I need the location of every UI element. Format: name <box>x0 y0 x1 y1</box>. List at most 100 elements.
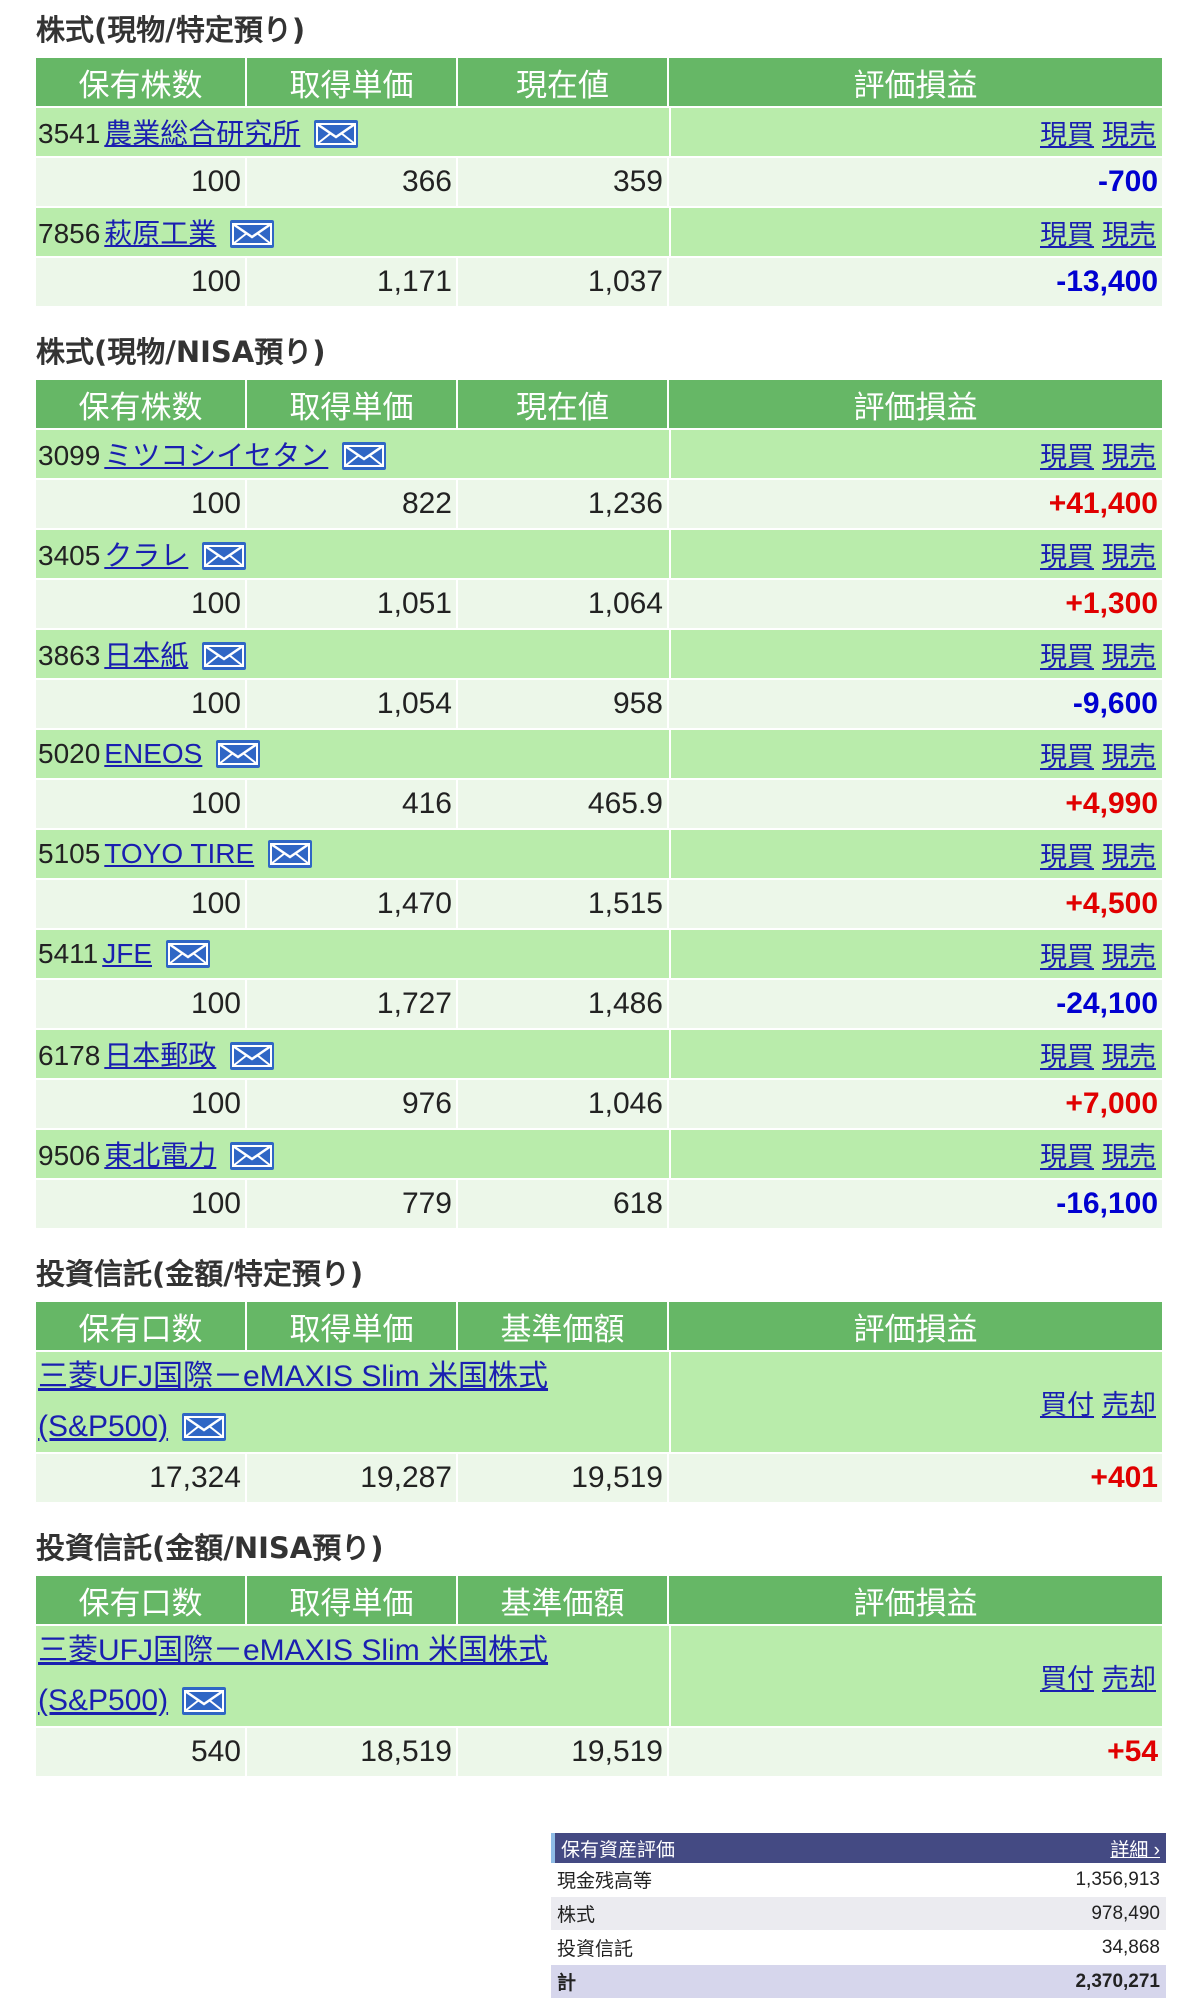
column-header: 保有口数 <box>36 1302 247 1350</box>
summary-row-stocks: 株式 978,490 <box>551 1897 1166 1931</box>
security-name-row: 三菱UFJ国際－eMAXIS Slim 米国株式(S&P500) 買付 売却 <box>36 1350 1162 1452</box>
column-header: 評価損益 <box>669 1302 1162 1350</box>
sell-link[interactable]: 現売 <box>1102 641 1156 672</box>
asset-detail-link[interactable]: 詳細 › <box>1110 1839 1160 1861</box>
security-values-row: 100 976 1,046 +7,000 <box>36 1078 1162 1128</box>
cost-cell: 1,171 <box>247 256 458 306</box>
security-name-link[interactable]: クラレ <box>104 540 189 571</box>
profit-loss-cell: -16,100 <box>669 1178 1162 1228</box>
buy-link[interactable]: 現買 <box>1040 541 1094 572</box>
sell-link[interactable]: 現売 <box>1102 1141 1156 1172</box>
summary-value: 34,868 <box>1101 1936 1160 1958</box>
mail-icon[interactable] <box>230 219 275 248</box>
mail-icon[interactable] <box>342 441 387 470</box>
buy-link[interactable]: 現買 <box>1040 441 1094 472</box>
profit-loss-cell: +54 <box>669 1726 1162 1776</box>
security-name-row: 三菱UFJ国際－eMAXIS Slim 米国株式(S&P500) 買付 売却 <box>36 1624 1162 1726</box>
holdings-table: 保有株数 取得単価 現在値 評価損益 3541 農業総合研究所 現買 現売 100 366 359-… <box>36 58 1162 306</box>
mail-icon[interactable] <box>230 1041 275 1070</box>
buy-link[interactable]: 現買 <box>1040 741 1094 772</box>
summary-value: 978,490 <box>1091 1902 1160 1924</box>
security-name-link[interactable]: JFE <box>102 938 152 969</box>
mail-icon[interactable] <box>166 939 210 968</box>
security-name-link[interactable]: TOYO TIRE <box>104 838 255 869</box>
cost-cell: 416 <box>247 778 458 828</box>
security-name-link[interactable]: 日本紙 <box>104 640 189 671</box>
mail-icon[interactable] <box>230 1141 275 1170</box>
sell-link[interactable]: 現売 <box>1102 119 1156 150</box>
security-name-cell: 三菱UFJ国際－eMAXIS Slim 米国株式(S&P500) <box>36 1624 669 1726</box>
mail-icon[interactable] <box>202 541 247 570</box>
buy-link[interactable]: 現買 <box>1040 641 1094 672</box>
security-name-link[interactable]: ENEOS <box>104 738 203 769</box>
security-code: 5105 <box>38 838 101 869</box>
quantity-cell: 17,324 <box>36 1452 247 1502</box>
quantity-cell: 100 <box>36 256 247 306</box>
sell-link[interactable]: 現売 <box>1102 841 1156 872</box>
price-cell: 1,236 <box>458 478 669 528</box>
column-header: 保有口数 <box>36 1576 247 1624</box>
security-name-link[interactable]: 日本郵政 <box>104 1040 217 1071</box>
price-cell: 618 <box>458 1178 669 1228</box>
security-values-row: 17,324 19,287 19,519 +401 <box>36 1452 1162 1502</box>
price-cell: 1,046 <box>458 1078 669 1128</box>
trade-actions: 現買 現売 <box>669 528 1162 578</box>
cost-cell: 1,054 <box>247 678 458 728</box>
buy-link[interactable]: 現買 <box>1040 1041 1094 1072</box>
buy-link[interactable]: 現買 <box>1040 1141 1094 1172</box>
sell-link[interactable]: 売却 <box>1102 1389 1156 1420</box>
trade-actions: 現買 現売 <box>669 1028 1162 1078</box>
fund-name-link[interactable]: 三菱UFJ国際－eMAXIS Slim 米国株式(S&P500) <box>38 1360 549 1443</box>
table-header-row: 保有口数 取得単価 基準価額 評価損益 <box>36 1302 1162 1350</box>
security-name-link[interactable]: ミツコシイセタン <box>104 440 329 471</box>
sell-link[interactable]: 現売 <box>1102 219 1156 250</box>
security-name-cell: 3099 ミツコシイセタン <box>36 428 669 478</box>
profit-loss-cell: +401 <box>669 1452 1162 1502</box>
trade-actions: 現買 現売 <box>669 106 1162 156</box>
table-header-row: 保有株数 取得単価 現在値 評価損益 <box>36 58 1162 106</box>
mail-icon[interactable] <box>202 641 247 670</box>
profit-loss-cell: -700 <box>669 156 1162 206</box>
summary-row-funds: 投資信託 34,868 <box>551 1931 1166 1965</box>
cost-cell: 976 <box>247 1078 458 1128</box>
security-name-link[interactable]: 農業総合研究所 <box>104 118 301 149</box>
mail-icon[interactable] <box>182 1686 227 1715</box>
security-name-row: 3541 農業総合研究所 現買 現売 <box>36 106 1162 156</box>
quantity-cell: 100 <box>36 578 247 628</box>
column-header: 評価損益 <box>669 380 1162 428</box>
buy-link[interactable]: 買付 <box>1040 1389 1094 1420</box>
profit-loss-cell: -24,100 <box>669 978 1162 1028</box>
sell-link[interactable]: 売却 <box>1102 1663 1156 1694</box>
column-header: 取得単価 <box>247 1576 458 1624</box>
column-header: 取得単価 <box>247 1302 458 1350</box>
security-name-cell: 6178 日本郵政 <box>36 1028 669 1078</box>
table-header-row: 保有株数 取得単価 現在値 評価損益 <box>36 380 1162 428</box>
holdings-container: 株式(現物/特定預り) 保有株数 取得単価 現在値 評価損益 3541 農業総合研究所 現買現… <box>36 0 1162 1794</box>
security-name-link[interactable]: 萩原工業 <box>104 218 217 249</box>
security-name-link[interactable]: 東北電力 <box>104 1140 217 1171</box>
price-cell: 465.9 <box>458 778 669 828</box>
buy-link[interactable]: 現買 <box>1040 219 1094 250</box>
buy-link[interactable]: 買付 <box>1040 1663 1094 1694</box>
sell-link[interactable]: 現売 <box>1102 441 1156 472</box>
mail-icon[interactable] <box>314 119 359 148</box>
sell-link[interactable]: 現売 <box>1102 1041 1156 1072</box>
sell-link[interactable]: 現売 <box>1102 941 1156 972</box>
buy-link[interactable]: 現買 <box>1040 941 1094 972</box>
sell-link[interactable]: 現売 <box>1102 541 1156 572</box>
buy-link[interactable]: 現買 <box>1040 119 1094 150</box>
security-code: 9506 <box>38 1140 101 1171</box>
mail-icon[interactable] <box>182 1412 227 1441</box>
summary-label: 投資信託 <box>557 1939 634 1960</box>
security-name-row: 3405 クラレ 現買 現売 <box>36 528 1162 578</box>
buy-link[interactable]: 現買 <box>1040 841 1094 872</box>
column-header: 基準価額 <box>458 1302 669 1350</box>
sell-link[interactable]: 現売 <box>1102 741 1156 772</box>
security-name-cell: 9506 東北電力 <box>36 1128 669 1178</box>
quantity-cell: 100 <box>36 1078 247 1128</box>
mail-icon[interactable] <box>216 739 261 768</box>
summary-row-total: 計 2,370,271 <box>551 1965 1166 1999</box>
fund-name-link[interactable]: 三菱UFJ国際－eMAXIS Slim 米国株式(S&P500) <box>38 1634 549 1717</box>
mail-icon[interactable] <box>268 839 313 868</box>
security-name-row: 3863 日本紙 現買 現売 <box>36 628 1162 678</box>
